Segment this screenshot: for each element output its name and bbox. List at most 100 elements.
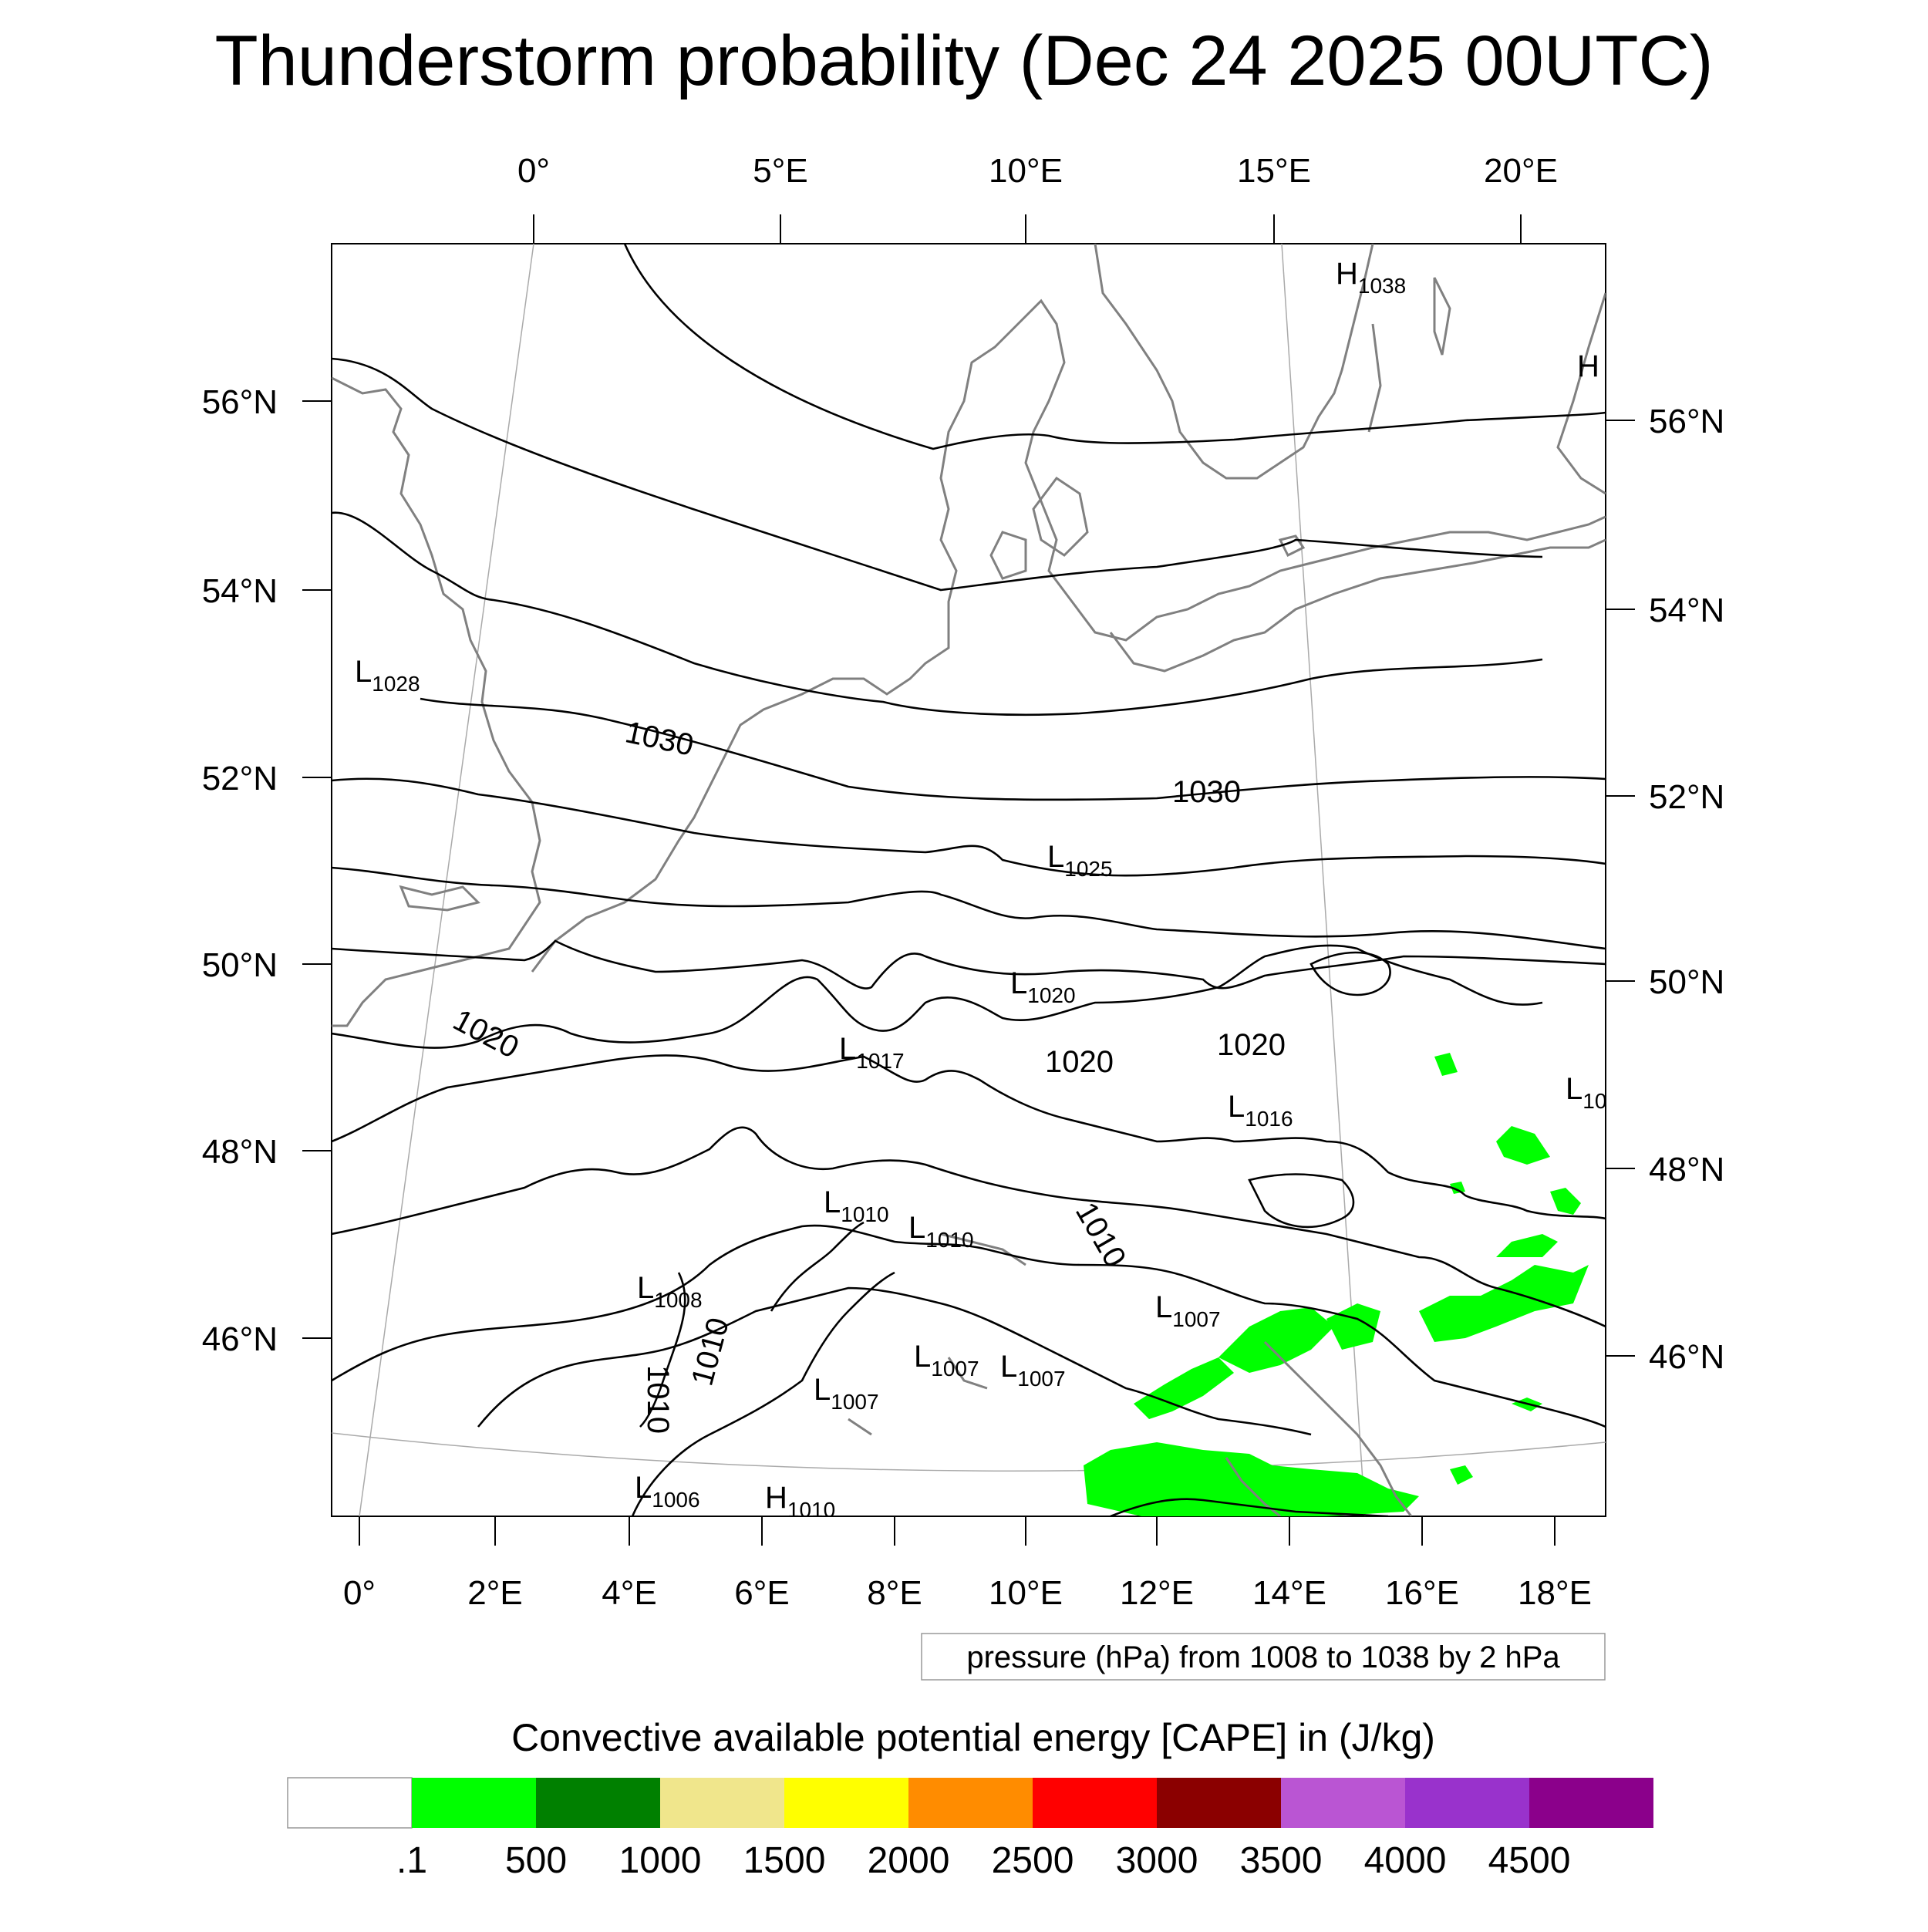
center-letter: H <box>1336 257 1358 291</box>
low-pressure-center: L1028 <box>355 655 420 696</box>
left-lat-label: 48°N <box>202 1133 278 1171</box>
right-lat-label: 54°N <box>1649 592 1724 629</box>
low-pressure-center: L1007 <box>814 1373 879 1414</box>
colorbar-label: 500 <box>505 1840 567 1881</box>
isobar <box>332 944 1543 1049</box>
low-pressure-center: L1010 <box>824 1185 889 1226</box>
cape-patch <box>1419 1265 1589 1342</box>
colorbar-label: .1 <box>396 1840 427 1881</box>
bottom-lon-label: 14°E <box>1252 1574 1326 1612</box>
cape-patch <box>1450 1465 1473 1485</box>
left-lat-label: 50°N <box>202 946 278 984</box>
center-letter: L <box>839 1032 856 1066</box>
right-lat-label: 52°N <box>1649 778 1724 816</box>
top-lon-label: 15°E <box>1237 152 1311 190</box>
bottom-lon-label: 10°E <box>989 1574 1063 1612</box>
high-pressure-center: H1038 <box>1336 257 1406 298</box>
colorbar-swatch <box>908 1778 1033 1828</box>
colorbar-label: 1000 <box>619 1840 702 1881</box>
coast-sweden <box>1094 244 1374 480</box>
coast-oland <box>1367 323 1382 433</box>
center-value: 1006 <box>652 1488 699 1512</box>
center-letter: L <box>1000 1350 1017 1384</box>
top-lon-label: 0° <box>517 152 550 190</box>
isobar <box>623 244 1606 450</box>
colorbar-swatch <box>1281 1778 1405 1828</box>
right-lat-label: 50°N <box>1649 963 1724 1001</box>
cape-patch <box>1496 1126 1550 1165</box>
colorbar-label: 1500 <box>743 1840 826 1881</box>
coast-thames <box>399 885 480 912</box>
center-letter: L <box>355 655 372 689</box>
isobar <box>1110 1498 1389 1516</box>
center-value: 1007 <box>831 1390 878 1414</box>
top-lon-label: 5°E <box>753 152 807 190</box>
coast-zealand <box>1032 476 1089 557</box>
coast-funen <box>989 531 1027 580</box>
isobar <box>332 1054 1606 1220</box>
colorbar-boxes <box>287 1777 1653 1829</box>
coast-continent <box>531 298 1606 973</box>
colorbar-swatch <box>412 1778 536 1828</box>
colorbar-label: 3000 <box>1116 1840 1198 1881</box>
center-value: 1010 <box>925 1228 973 1252</box>
colorbar-swatch <box>1405 1778 1529 1828</box>
coastlines <box>332 244 1606 1516</box>
map-panel: 1030 1030 1020 1020 1020 1010 1010 1010 … <box>331 243 1606 1522</box>
center-letter: L <box>635 1471 652 1505</box>
center-value: 1007 <box>1172 1307 1220 1331</box>
center-letter: L <box>1155 1290 1172 1324</box>
cape-patch <box>1434 1053 1458 1076</box>
low-pressure-center: L1017 <box>839 1032 905 1073</box>
left-lat-label: 56°N <box>202 383 278 421</box>
isobar <box>1248 1173 1355 1229</box>
colorbar-label: 3500 <box>1240 1840 1323 1881</box>
center-value: 1028 <box>372 672 420 696</box>
bottom-lon-label: 12°E <box>1120 1574 1194 1612</box>
coast-italy <box>1225 1457 1281 1516</box>
cape-patch <box>1084 1442 1419 1516</box>
center-value: 1020 <box>1027 983 1075 1007</box>
isobar <box>639 1272 686 1428</box>
isobar <box>332 511 1543 716</box>
colorbar-swatch <box>1157 1778 1281 1828</box>
colorbar: Convective available potential energy [C… <box>287 1716 1653 1881</box>
colorbar-label: 2500 <box>992 1840 1074 1881</box>
contour-label: 1020 <box>1045 1045 1114 1079</box>
center-value: 1008 <box>654 1288 702 1312</box>
coast-bornholm <box>1278 534 1306 558</box>
isobar <box>420 697 1606 801</box>
cape-patch <box>1450 1182 1465 1194</box>
colorbar-swatch <box>287 1777 413 1829</box>
center-value: 1007 <box>1017 1367 1065 1391</box>
colorbar-swatch <box>784 1778 908 1828</box>
high-pressure-center: H <box>1577 349 1599 383</box>
left-lat-label: 46°N <box>202 1320 278 1358</box>
center-value: 1038 <box>1358 274 1406 298</box>
colorbar-swatch <box>1529 1778 1653 1828</box>
low-pressure-center: L1016 <box>1228 1090 1293 1131</box>
pressure-note-box: pressure (hPa) from 1008 to 1038 by 2 hP… <box>921 1633 1606 1681</box>
center-letter: L <box>1228 1090 1245 1124</box>
coast-latvia <box>1556 292 1606 495</box>
figure-title: Thunderstorm probability (Dec 24 2025 00… <box>214 22 1713 100</box>
isobar <box>332 1126 1606 1328</box>
colorbar-title: Convective available potential energy [C… <box>511 1716 1435 1759</box>
right-lat-label: 56°N <box>1649 403 1724 440</box>
contour-label: 1020 <box>1217 1028 1286 1062</box>
right-lat-label: 46°N <box>1649 1338 1724 1376</box>
bottom-lon-label: 2°E <box>467 1574 522 1612</box>
bottom-lon-label: 16°E <box>1385 1574 1459 1612</box>
low-pressure-center: L1007 <box>1000 1350 1066 1391</box>
bottom-lon-label: 6°E <box>734 1574 789 1612</box>
isobar <box>477 1286 1312 1436</box>
center-value: 1016 <box>1245 1107 1293 1131</box>
coast-gotland <box>1433 277 1451 356</box>
cape-patch <box>1134 1357 1234 1419</box>
isobar <box>332 866 1606 950</box>
center-value: 1010 <box>787 1498 835 1522</box>
colorbar-labels: .1 500 1000 1500 2000 2500 3000 3500 4000 4500 <box>396 1840 1570 1881</box>
